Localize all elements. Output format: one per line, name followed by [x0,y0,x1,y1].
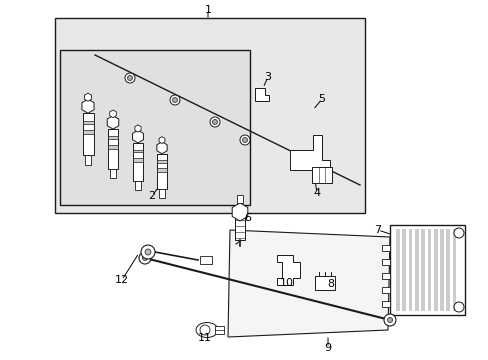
Text: 9: 9 [324,343,331,353]
Bar [414,229,418,311]
Polygon shape [276,255,299,285]
Bar [60,50,249,205]
Bar [395,229,399,311]
Bar [235,212,244,240]
Bar [133,150,142,152]
Text: 5: 5 [318,94,325,104]
Circle shape [170,95,180,105]
Circle shape [240,135,249,145]
FancyBboxPatch shape [314,276,334,290]
Circle shape [142,256,147,261]
Bar [157,168,166,172]
Text: 1: 1 [204,5,211,15]
Bar [157,160,166,163]
Bar [420,229,424,311]
Bar [402,229,405,311]
Text: 2: 2 [148,191,155,201]
Bar [439,229,443,311]
Circle shape [209,117,220,127]
Text: 12: 12 [115,275,129,285]
Circle shape [453,302,463,312]
Bar [82,113,93,155]
Text: 10: 10 [280,278,293,288]
Text: 7: 7 [374,225,381,235]
Bar [381,287,389,293]
Bar [446,229,449,311]
Bar [110,169,116,179]
Circle shape [172,98,177,103]
Circle shape [212,120,217,125]
Bar [237,195,243,203]
Bar [133,158,142,162]
Circle shape [453,228,463,238]
Circle shape [386,318,392,323]
Bar [135,181,141,190]
Bar [107,129,118,169]
Bar [85,155,91,165]
Circle shape [139,252,151,264]
Text: 3: 3 [264,72,271,82]
Text: 8: 8 [327,279,334,289]
Bar [133,143,142,181]
Circle shape [242,138,247,143]
Ellipse shape [196,323,218,338]
Bar [157,154,166,189]
Text: 4: 4 [313,188,320,198]
Bar [107,136,118,139]
Bar [82,130,93,134]
Bar [452,229,455,311]
Polygon shape [289,135,329,170]
FancyBboxPatch shape [311,167,331,183]
Text: 11: 11 [198,333,212,343]
Polygon shape [227,230,389,337]
Bar [408,229,411,311]
Bar [381,245,389,251]
Circle shape [127,76,132,81]
Bar [82,121,93,124]
Bar [381,301,389,307]
Bar [215,326,224,334]
Bar [381,259,389,265]
Bar [433,229,437,311]
Bar [159,189,164,198]
Circle shape [141,245,155,259]
Circle shape [200,325,209,335]
Bar [381,273,389,279]
Bar [200,256,212,264]
Circle shape [383,314,395,326]
Circle shape [125,73,135,83]
Circle shape [145,249,151,255]
Bar [107,145,118,149]
Text: 6: 6 [244,213,251,223]
Bar [55,18,364,213]
Bar [389,225,464,315]
Polygon shape [254,88,268,101]
Bar [427,229,430,311]
